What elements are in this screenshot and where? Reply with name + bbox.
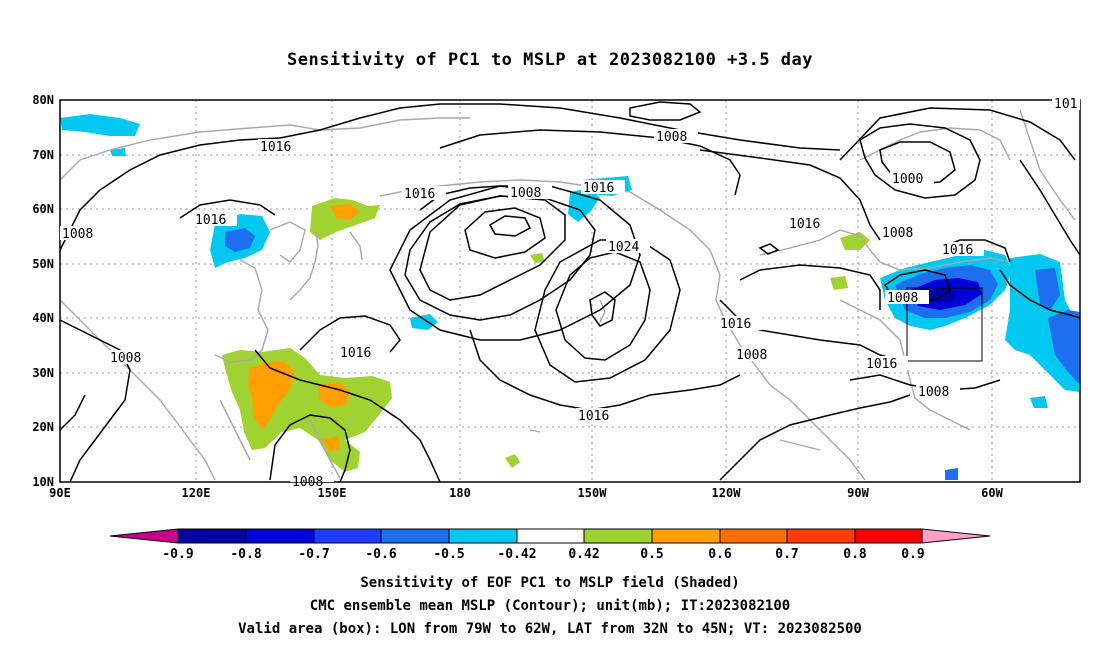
colorbar-tick-label: -0.42: [497, 547, 536, 562]
latitude-labels: 80N 70N 60N 50N 40N 30N 20N 10N: [32, 93, 54, 489]
contour-label: 1008: [110, 351, 141, 366]
plot-frame: [59, 99, 1081, 483]
lat-label: 60N: [32, 202, 54, 216]
contour-label: 1008: [62, 227, 93, 242]
colorbar-cell: [651, 528, 721, 544]
contour-label: 1016: [583, 181, 614, 196]
colorbar-tick-label: 0.7: [775, 547, 798, 562]
lat-label: 50N: [32, 257, 54, 271]
contour-label: 1016: [260, 140, 291, 155]
colorbar-cell: [109, 528, 179, 544]
colorbar-cell: [719, 528, 788, 544]
contour-label: 1016: [866, 357, 897, 372]
colorbar-tick-label: -0.9: [162, 547, 193, 562]
valid-area-box: [906, 287, 983, 362]
colorbar-cell: [786, 528, 856, 544]
lat-label: 80N: [32, 93, 54, 107]
lon-label: 60W: [981, 486, 1003, 500]
colorbar-tick-label: 0.9: [901, 547, 924, 562]
contour-label: 1000: [892, 172, 923, 187]
contour-label: 1016: [340, 346, 371, 361]
contour-label: 1016: [578, 409, 609, 424]
contour-label: 1008: [510, 186, 541, 201]
colorbar-tick-label: -0.8: [230, 547, 261, 562]
colorbar-tick-label: 0.5: [640, 547, 663, 562]
colorbar-cell: [516, 528, 585, 544]
colorbar-cell: [921, 528, 991, 544]
contour-labels: 1016 1008 1016 1008 1016 1016 1008 1016 …: [60, 96, 1080, 490]
lon-label: 90W: [847, 486, 869, 500]
contour-label: 1008: [656, 130, 687, 145]
contour-label: 1008: [918, 385, 949, 400]
colorbar-cell: [583, 528, 653, 544]
lat-label: 20N: [32, 420, 54, 434]
colorbar: -0.9 -0.8 -0.7 -0.6 -0.5 -0.42 0.42 0.5 …: [109, 528, 991, 562]
colorbar-tick-label: -0.5: [433, 547, 464, 562]
colorbar-cell: [380, 528, 450, 544]
colorbar-tick-label: -0.7: [298, 547, 329, 562]
lon-label: 150E: [318, 486, 347, 500]
caption-shading: Sensitivity of EOF PC1 to MSLP field (Sh…: [360, 575, 740, 591]
colorbar-cell: [448, 528, 518, 544]
caption-valid-area: Valid area (box): LON from 79W to 62W, L…: [238, 621, 862, 637]
longitude-labels: 90E 120E 150E 180 150W 120W 90W 60W: [49, 486, 1003, 500]
colorbar-cell: [313, 528, 382, 544]
colorbar-tick-label: 0.6: [708, 547, 732, 562]
contour-label: 1008: [292, 475, 323, 490]
lon-label: 120E: [182, 486, 211, 500]
contour-label: 1008: [882, 226, 913, 241]
contour-label: 1016: [720, 317, 751, 332]
contour-label: 1016: [942, 243, 973, 258]
mslp-contours: [60, 101, 1080, 482]
lon-label: 150W: [578, 486, 608, 500]
lat-label: 70N: [32, 148, 54, 162]
contour-label: 1024: [608, 240, 639, 255]
contour-label: 1008: [736, 348, 767, 363]
colorbar-tick-label: 0.8: [843, 547, 867, 562]
colorbar-cell: [177, 528, 247, 544]
caption-contour: CMC ensemble mean MSLP (Contour); unit(m…: [309, 598, 791, 614]
lon-label: 90E: [49, 486, 71, 500]
lat-label: 30N: [32, 366, 54, 380]
contour-label: 1016: [404, 187, 435, 202]
colorbar-cell: [245, 528, 315, 544]
contour-label: 1016: [195, 213, 226, 228]
lon-label: 180: [449, 486, 471, 500]
lon-label: 120W: [712, 486, 742, 500]
colorbar-cell: [854, 528, 923, 544]
contour-label: 1008: [887, 291, 918, 306]
lat-label: 10N: [32, 475, 54, 489]
contour-label: 1016: [789, 217, 820, 232]
colorbar-tick-label: -0.6: [365, 547, 396, 562]
lat-label: 40N: [32, 311, 54, 325]
contour-label: 101: [1054, 97, 1077, 112]
map-title: Sensitivity of PC1 to MSLP at 2023082100…: [286, 50, 813, 70]
colorbar-tick-label: 0.42: [568, 547, 599, 562]
